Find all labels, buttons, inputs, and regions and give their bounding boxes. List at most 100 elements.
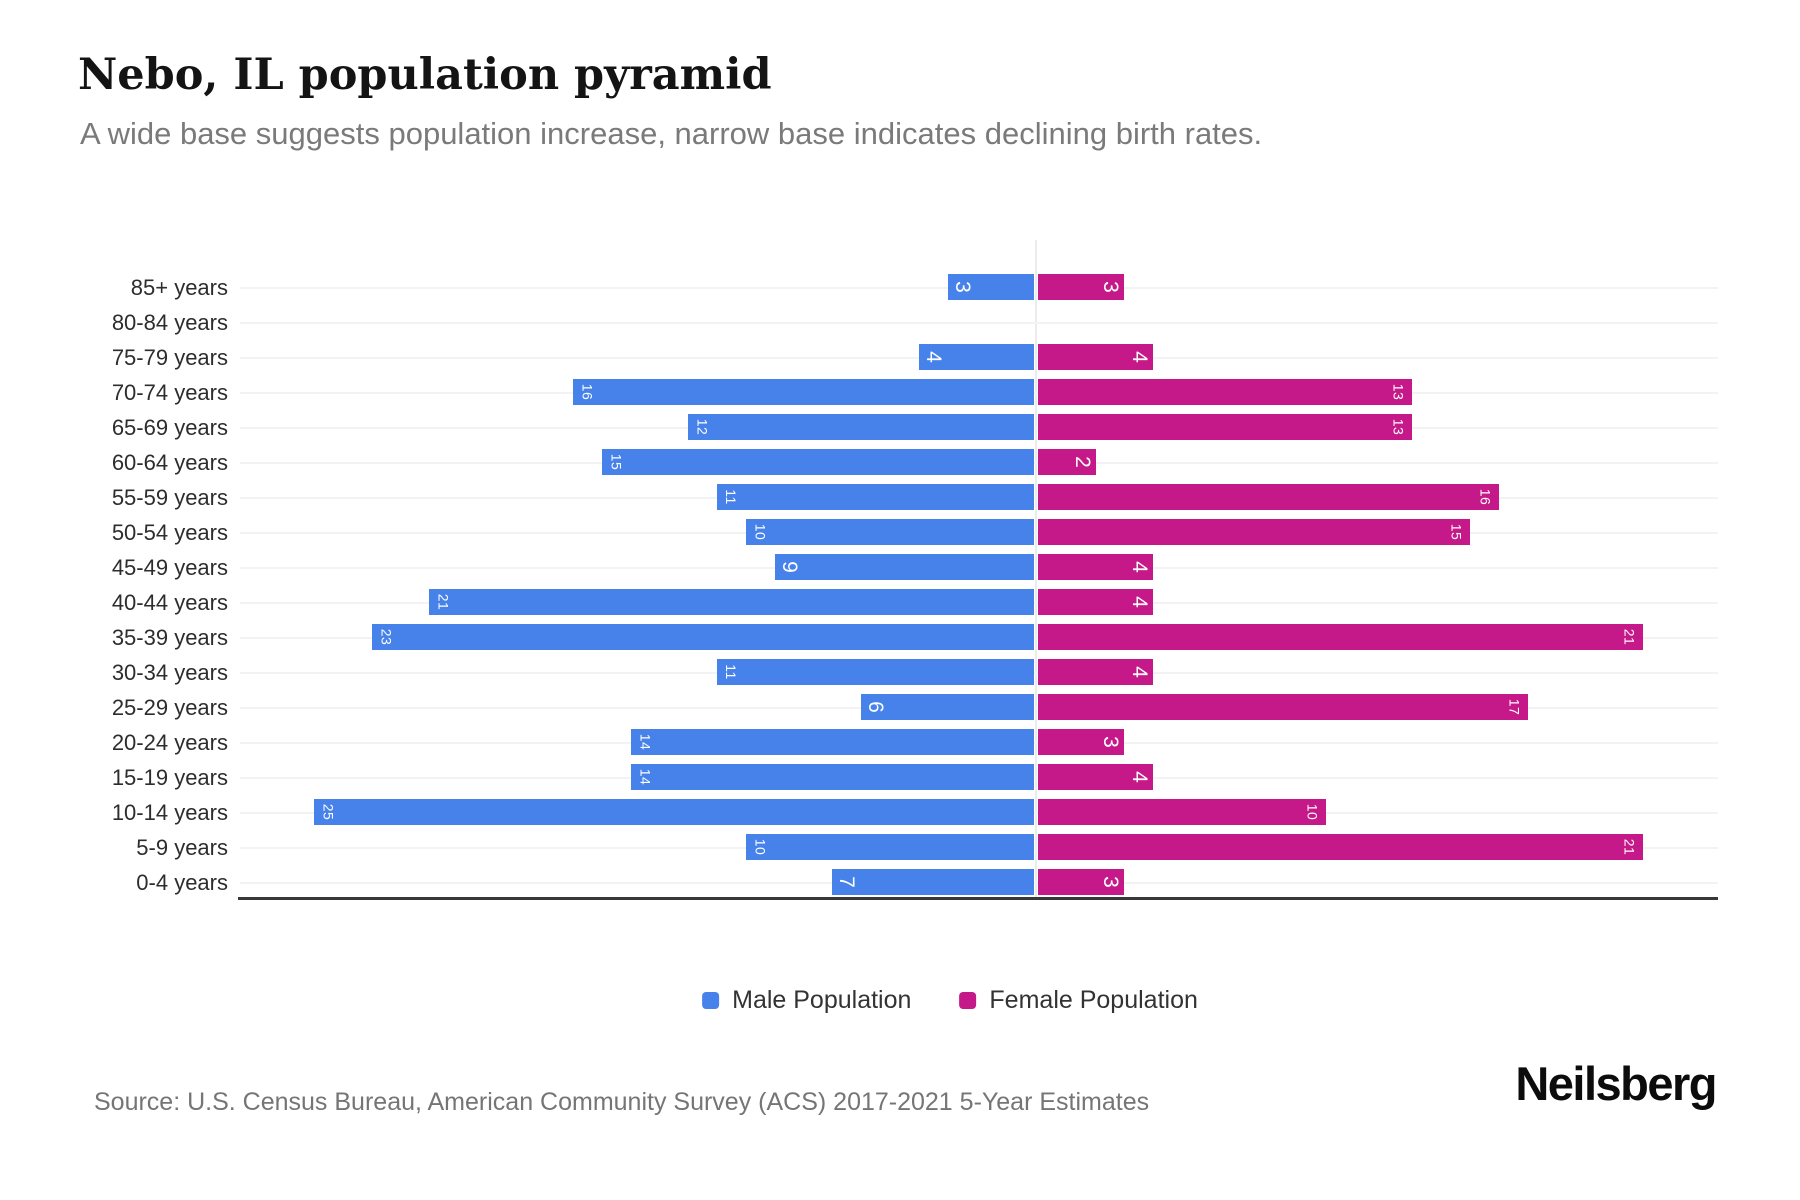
male-bar-value: 7 bbox=[835, 876, 858, 888]
male-bar[interactable]: 16 bbox=[573, 379, 1034, 405]
bar-value-label: 15 bbox=[1443, 519, 1469, 545]
male-bar[interactable]: 23 bbox=[372, 624, 1034, 650]
female-bar[interactable]: 4 bbox=[1038, 589, 1153, 615]
female-bar[interactable]: 3 bbox=[1038, 869, 1124, 895]
female-bar-value: 16 bbox=[1476, 488, 1493, 506]
male-bar-value: 11 bbox=[722, 664, 739, 680]
legend-item-male[interactable]: Male Population bbox=[702, 986, 911, 1015]
female-bar[interactable]: 4 bbox=[1038, 554, 1153, 580]
chart-subtitle: A wide base suggests population increase… bbox=[80, 116, 1263, 151]
male-bar-value: 10 bbox=[751, 523, 768, 541]
bar-value-label: 4 bbox=[1126, 554, 1152, 580]
female-bar[interactable]: 15 bbox=[1038, 519, 1470, 545]
female-bar[interactable]: 4 bbox=[1038, 764, 1153, 790]
male-bar-value: 14 bbox=[636, 768, 653, 786]
legend-item-female[interactable]: Female Population bbox=[959, 986, 1198, 1015]
male-bar[interactable]: 9 bbox=[775, 554, 1034, 580]
bar-value-label: 15 bbox=[603, 449, 629, 475]
bar-value-label: 23 bbox=[373, 624, 399, 650]
age-group-label: 20-24 years bbox=[111, 730, 228, 755]
bar-value-label: 3 bbox=[1097, 729, 1123, 755]
female-legend-label: Female Population bbox=[989, 986, 1198, 1014]
age-group-label: 40-44 years bbox=[111, 590, 228, 615]
age-group-label: 55-59 years bbox=[111, 485, 228, 510]
male-bar[interactable]: 15 bbox=[602, 449, 1034, 475]
female-bar[interactable]: 13 bbox=[1038, 379, 1412, 405]
age-group-label: 35-39 years bbox=[111, 625, 228, 650]
male-bar[interactable]: 10 bbox=[746, 834, 1034, 860]
male-legend-label: Male Population bbox=[732, 986, 912, 1014]
male-bar-value: 16 bbox=[578, 383, 595, 401]
male-bar-value: 4 bbox=[922, 351, 945, 363]
bar-value-label: 17 bbox=[1501, 694, 1527, 720]
male-bar-value: 9 bbox=[778, 561, 801, 573]
male-bar[interactable]: 14 bbox=[631, 764, 1034, 790]
bar-value-label: 3 bbox=[1097, 869, 1123, 895]
female-bar[interactable]: 3 bbox=[1038, 274, 1124, 300]
female-bar[interactable]: 4 bbox=[1038, 344, 1153, 370]
female-legend-swatch-icon bbox=[959, 992, 977, 1009]
source-text: Source: U.S. Census Bureau, American Com… bbox=[94, 1088, 1150, 1116]
male-bar[interactable]: 10 bbox=[746, 519, 1034, 545]
bar-value-label: 4 bbox=[1126, 589, 1152, 615]
female-bar[interactable]: 21 bbox=[1038, 834, 1643, 860]
bar-value-label: 4 bbox=[1126, 764, 1152, 790]
age-group-label: 50-54 years bbox=[111, 520, 228, 545]
age-group-label: 75-79 years bbox=[111, 345, 228, 370]
female-bar-value: 13 bbox=[1389, 418, 1406, 436]
male-bar[interactable]: 14 bbox=[631, 729, 1034, 755]
bar-value-label: 10 bbox=[1299, 799, 1325, 825]
female-bar-value: 21 bbox=[1620, 838, 1637, 856]
female-bar-value: 3 bbox=[1099, 876, 1122, 888]
male-bar-value: 10 bbox=[751, 838, 768, 856]
age-group-label: 70-74 years bbox=[111, 380, 228, 405]
male-bar-value: 23 bbox=[377, 628, 394, 646]
male-bar[interactable]: 12 bbox=[688, 414, 1034, 440]
female-bar-value: 10 bbox=[1303, 803, 1320, 821]
male-bar-value: 14 bbox=[636, 733, 653, 751]
bar-value-label: 13 bbox=[1385, 414, 1411, 440]
male-bar[interactable]: 11 bbox=[717, 659, 1034, 685]
bar-value-label: 2 bbox=[1069, 449, 1095, 475]
bar-value-label: 21 bbox=[430, 589, 456, 615]
male-bar-value: 6 bbox=[864, 701, 887, 713]
female-bar[interactable]: 21 bbox=[1038, 624, 1643, 650]
bar-value-label: 3 bbox=[949, 274, 975, 300]
male-bar[interactable]: 4 bbox=[919, 344, 1034, 370]
female-bar[interactable]: 16 bbox=[1038, 484, 1499, 510]
bar-value-label: 12 bbox=[689, 414, 715, 440]
female-bar[interactable]: 3 bbox=[1038, 729, 1124, 755]
bar-value-label: 11 bbox=[718, 484, 744, 510]
female-bar-value: 15 bbox=[1447, 523, 1464, 541]
age-group-label: 0-4 years bbox=[136, 870, 228, 895]
bar-value-label: 13 bbox=[1385, 379, 1411, 405]
male-bar[interactable]: 3 bbox=[948, 274, 1034, 300]
x-axis-line bbox=[238, 897, 1718, 900]
bar-value-label: 10 bbox=[747, 834, 773, 860]
female-bar[interactable]: 2 bbox=[1038, 449, 1096, 475]
bar-value-label: 7 bbox=[833, 869, 859, 895]
bar-value-label: 16 bbox=[574, 379, 600, 405]
female-bar[interactable]: 17 bbox=[1038, 694, 1528, 720]
female-bar[interactable]: 4 bbox=[1038, 659, 1153, 685]
male-bar[interactable]: 6 bbox=[861, 694, 1034, 720]
female-bar-value: 4 bbox=[1128, 596, 1151, 608]
bar-value-label: 10 bbox=[747, 519, 773, 545]
female-bar[interactable]: 13 bbox=[1038, 414, 1412, 440]
male-bar[interactable]: 25 bbox=[314, 799, 1034, 825]
neilsberg-logo: Neilsberg bbox=[1515, 1057, 1717, 1110]
chart-title: Nebo, IL population pyramid bbox=[78, 50, 772, 100]
female-bar-value: 4 bbox=[1128, 351, 1151, 363]
bar-value-label: 6 bbox=[862, 694, 888, 720]
bar-value-label: 25 bbox=[315, 799, 341, 825]
female-bar-value: 2 bbox=[1071, 456, 1094, 468]
male-bar[interactable]: 11 bbox=[717, 484, 1034, 510]
male-bar[interactable]: 21 bbox=[429, 589, 1034, 615]
male-bar-value: 12 bbox=[693, 418, 710, 436]
male-legend-swatch-icon bbox=[702, 992, 720, 1009]
female-bar[interactable]: 10 bbox=[1038, 799, 1326, 825]
bar-value-label: 21 bbox=[1616, 624, 1642, 650]
female-bar-value: 4 bbox=[1128, 561, 1151, 573]
male-bar[interactable]: 7 bbox=[832, 869, 1034, 895]
